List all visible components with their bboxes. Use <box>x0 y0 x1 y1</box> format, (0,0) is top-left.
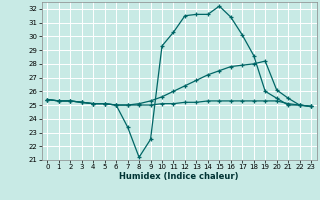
X-axis label: Humidex (Indice chaleur): Humidex (Indice chaleur) <box>119 172 239 181</box>
